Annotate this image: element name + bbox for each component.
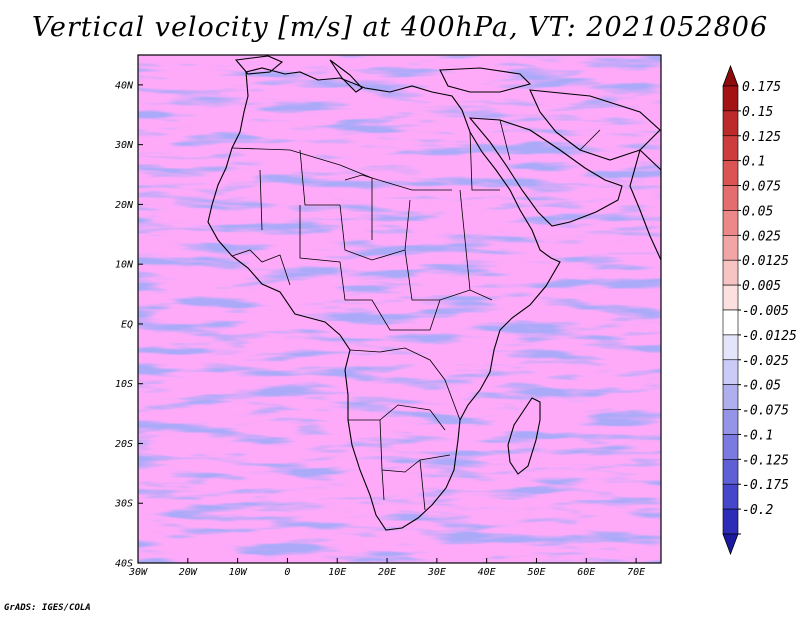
lat-tick-label: 20N <box>115 200 134 211</box>
colorbar-band <box>722 483 739 510</box>
colorbar-label: 0.175 <box>742 80 781 95</box>
colorbar-band <box>722 359 739 385</box>
lon-tick-label: 20W <box>179 567 198 578</box>
country-borders <box>231 119 601 511</box>
colorbar-label: 0.025 <box>742 229 781 244</box>
lon-tick-label: 50E <box>527 567 545 578</box>
lon-tick-label: 40E <box>478 567 496 578</box>
colorbar-band <box>722 235 739 261</box>
colorbar-band <box>722 384 739 410</box>
grads-credit: GrADS: IGES/COLA <box>4 603 91 613</box>
colorbar-label: -0.05 <box>742 379 781 394</box>
map-title: Vertical velocity [m/s] at 400hPa, VT: 2… <box>31 12 769 43</box>
lat-tick-label: 20S <box>115 439 133 450</box>
colorbar-label: 0.1 <box>742 155 765 170</box>
colorbar-top-arrow <box>722 64 739 87</box>
madagascar-outline <box>507 397 541 475</box>
lon-tick-label: 0 <box>284 567 290 578</box>
colorbar-band <box>722 309 739 336</box>
lon-tick-label: 20E <box>378 567 396 578</box>
coastlines <box>207 55 661 531</box>
colorbar-band <box>722 508 739 535</box>
colorbar: 0.175 0.15 0.125 0.1 0.075 0.05 0.025 0.0125 0.0… <box>722 64 797 556</box>
colorbar-label: 0.005 <box>742 279 781 294</box>
turkey-outline <box>439 67 532 93</box>
iran-outline <box>529 89 661 161</box>
lat-tick-label: 30S <box>114 499 133 510</box>
colorbar-label: -0.075 <box>742 404 789 419</box>
colorbar-band <box>722 259 739 286</box>
colorbar-label: 0.075 <box>742 180 781 195</box>
lat-tick-label: 40N <box>115 80 134 91</box>
lon-tick-label: 10E <box>328 567 346 578</box>
iberia-outline <box>234 55 284 75</box>
colorbar-label: -0.175 <box>742 478 789 493</box>
longitude-axis: 30W 20W 10W 0 10E 20E 30E 40E 50E 60E 70E <box>128 558 645 578</box>
colorbar-band <box>722 85 739 112</box>
lon-tick-label: 60E <box>577 567 595 578</box>
lon-tick-label: 10W <box>229 567 248 578</box>
colorbar-label: 0.15 <box>742 105 773 120</box>
colorbar-band <box>722 434 739 460</box>
colorbar-label: -0.2 <box>742 503 773 518</box>
africa-coastline <box>207 67 561 531</box>
lon-tick-label: 30W <box>128 567 148 578</box>
colorbar-band <box>722 135 739 161</box>
lon-tick-label: 70E <box>627 567 645 578</box>
colorbar-band <box>722 160 739 186</box>
colorbar-label: 0.125 <box>742 130 781 145</box>
colorbar-label: -0.005 <box>742 304 789 319</box>
colorbar-label: 0.05 <box>742 204 773 219</box>
plot-frame <box>137 54 662 564</box>
lat-tick-label: 40S <box>115 559 133 570</box>
italy-outline <box>329 59 363 93</box>
colorbar-label: -0.125 <box>742 453 789 468</box>
colorbar-band <box>722 210 739 236</box>
velocity-field <box>138 55 661 563</box>
colorbar-band <box>722 284 739 311</box>
colorbar-band <box>722 459 739 485</box>
lon-tick-label: 30E <box>427 567 446 578</box>
colorbar-label: 0.0125 <box>742 254 789 269</box>
colorbar-band <box>722 185 739 211</box>
colorbar-label: -0.1 <box>742 428 773 443</box>
india-outline <box>629 148 661 261</box>
colorbar-band <box>722 409 739 435</box>
lat-tick-label: 10S <box>115 379 133 390</box>
colorbar-bottom-arrow <box>722 533 739 556</box>
lat-tick-label: 10N <box>115 260 134 271</box>
lat-tick-label: EQ <box>121 319 133 330</box>
colorbar-band <box>722 334 739 361</box>
colorbar-band <box>722 110 739 137</box>
latitude-axis: 40N 30N 20N 10N EQ 10S 20S 30S 40S <box>114 80 143 570</box>
lat-tick-label: 30N <box>114 140 134 151</box>
colorbar-label: -0.025 <box>742 354 789 369</box>
colorbar-label: -0.0125 <box>742 329 797 344</box>
